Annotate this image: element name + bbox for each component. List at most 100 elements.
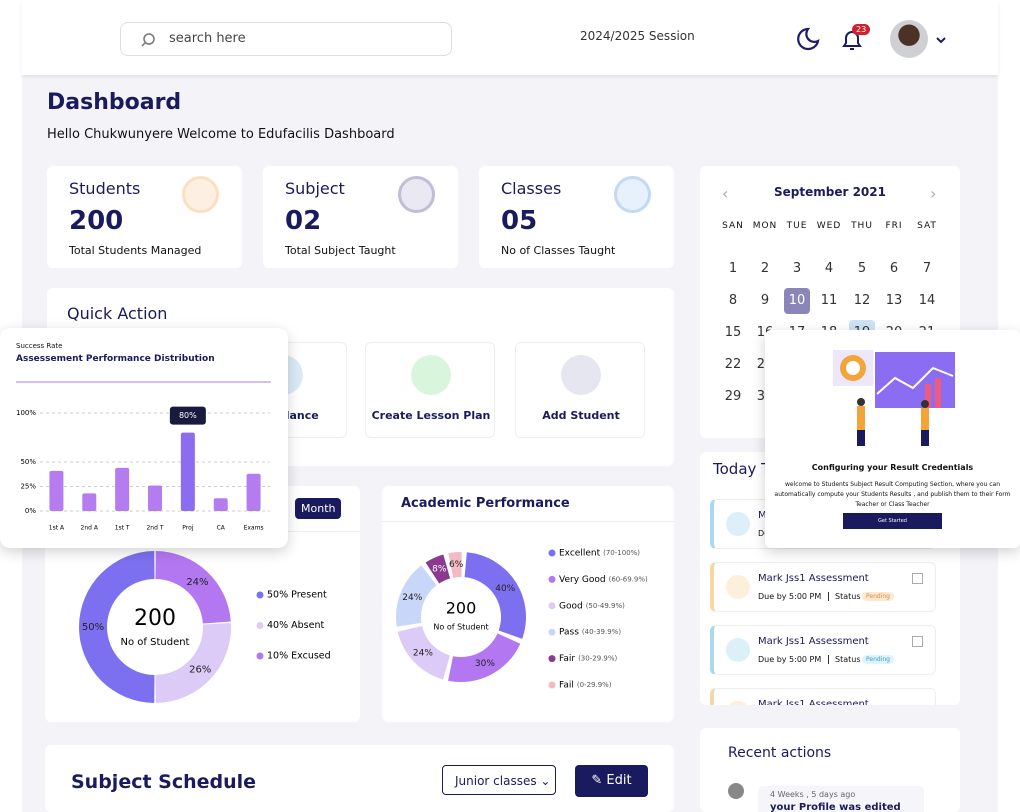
action-label: Create Lesson Plan — [371, 409, 491, 422]
y-tick-label: 0% — [25, 507, 36, 515]
legend-range: (50-49.9%) — [586, 602, 625, 610]
dropdown-arrow[interactable] — [935, 36, 947, 46]
weekday: SAT — [917, 221, 937, 231]
data-label: 80% — [179, 411, 197, 420]
x-tick-label: 2nd T — [146, 525, 163, 532]
top-bar: search here 2024/2025 Session 23 — [22, 0, 998, 75]
greeting: Hello Chukwunyere Welcome to Edufacilis … — [47, 127, 395, 142]
segment-label: 24% — [402, 593, 422, 603]
y-tick-label: 100% — [16, 409, 36, 417]
stat-icon — [398, 176, 435, 213]
recent-card: Recent actions 4 Weeks , 5 days ago your… — [700, 728, 960, 812]
legend-label: 50% Present — [267, 590, 327, 601]
quick-action[interactable]: Add Student — [515, 342, 645, 438]
stat-card: Students 200 Total Students Managed — [47, 166, 242, 268]
day[interactable]: 29 — [724, 389, 742, 404]
task-item: Mark Jss1 Assessment Due by 5:00 PM Status… — [710, 625, 936, 675]
edit-button[interactable]: ✎ Edit — [575, 765, 648, 797]
stat-label: Subject — [285, 179, 345, 198]
legend-label: Excellent — [559, 549, 601, 559]
next-month[interactable]: › — [930, 184, 937, 203]
bar — [148, 485, 162, 511]
legend-range: (60-69.9%) — [609, 575, 648, 583]
theme-toggle[interactable] — [794, 26, 822, 52]
legend-range: (40-39.9%) — [582, 628, 621, 636]
task-item: Mark Jss1 Assessment Due by 5:00 PM Status… — [710, 562, 936, 612]
day[interactable]: 13 — [885, 293, 903, 308]
day[interactable]: 9 — [760, 293, 770, 308]
x-tick-label: 1st T — [115, 525, 130, 532]
day[interactable]: 22 — [724, 357, 742, 372]
day[interactable]: 11 — [820, 293, 838, 308]
day[interactable]: 14 — [918, 293, 936, 308]
day[interactable]: 10 — [788, 293, 806, 308]
segment-label: 8% — [432, 565, 447, 575]
promo-title: Configuring your Result Credentials — [811, 463, 974, 472]
action-time: 4 Weeks , 5 days ago — [770, 790, 856, 799]
x-tick-label: CA — [217, 525, 226, 532]
day[interactable]: 12 — [853, 293, 871, 308]
x-tick-label: Proj — [182, 525, 194, 532]
day[interactable]: 15 — [724, 325, 742, 340]
legend-label: Fair — [559, 654, 575, 664]
section-title: Quick Action — [67, 304, 168, 323]
day[interactable]: 5 — [857, 261, 867, 276]
weekday: SAN — [722, 221, 744, 231]
action-label: Add Student — [542, 409, 620, 422]
bar — [49, 470, 64, 511]
segment-label: 24% — [186, 577, 208, 588]
weekday: TUE — [786, 221, 808, 231]
legend-dot — [548, 575, 556, 583]
donut-segment — [448, 552, 462, 578]
legend-dot — [548, 655, 556, 663]
legend-range: (30-29.9%) — [578, 655, 617, 663]
weekday: WED — [816, 221, 842, 231]
quick-action[interactable]: Create Lesson Plan — [365, 342, 495, 438]
donut-segment — [155, 622, 231, 703]
donut-segment — [155, 551, 231, 624]
prev-month[interactable]: ‹ — [722, 184, 729, 203]
search-icon — [141, 33, 155, 47]
day[interactable]: 3 — [792, 261, 802, 276]
bar — [213, 498, 228, 511]
avatar[interactable] — [890, 20, 928, 58]
day[interactable]: 6 — [889, 261, 899, 276]
period-button[interactable]: Month — [295, 498, 342, 519]
legend-label: 40% Absent — [267, 620, 324, 631]
action-icon — [561, 355, 601, 395]
task-name: Mark Jss1 Assessment — [758, 699, 869, 705]
legend-dot — [256, 622, 264, 629]
action-text: your Profile was edited — [770, 802, 901, 812]
legend-dot — [548, 549, 556, 557]
legend-dot — [256, 591, 264, 599]
illustration — [833, 350, 955, 446]
search-box[interactable]: search here — [120, 22, 452, 56]
day[interactable]: 2 — [760, 261, 770, 276]
center-value: 200 — [446, 599, 477, 618]
task-status: Pending — [862, 655, 894, 664]
legend-label: Good — [559, 601, 583, 611]
get-started[interactable]: Get Started — [843, 513, 942, 529]
academic-card: Academic Performance — [382, 486, 674, 722]
task-status-label: Status — [828, 655, 861, 664]
day[interactable]: 7 — [922, 261, 932, 276]
legend-dot — [548, 628, 556, 636]
bar — [180, 432, 195, 511]
task-checkbox[interactable] — [912, 573, 923, 584]
day[interactable]: 4 — [824, 261, 834, 276]
day[interactable]: 8 — [728, 293, 738, 308]
stat-label: Students — [69, 179, 141, 198]
class-filter[interactable]: Junior classes ⌄ — [442, 765, 556, 795]
day[interactable]: 1 — [728, 261, 738, 276]
stat-value: 05 — [501, 206, 538, 236]
x-tick-label: 2nd A — [81, 525, 99, 532]
section-title: Subject Schedule — [71, 771, 257, 793]
y-tick-label: 50% — [20, 458, 36, 466]
task-checkbox[interactable] — [912, 636, 923, 647]
x-tick-label: 1st A — [49, 525, 65, 532]
segment-label: 26% — [189, 664, 211, 675]
task-status-label: Status — [828, 592, 861, 601]
stat-caption: No of Classes Taught — [501, 244, 616, 257]
